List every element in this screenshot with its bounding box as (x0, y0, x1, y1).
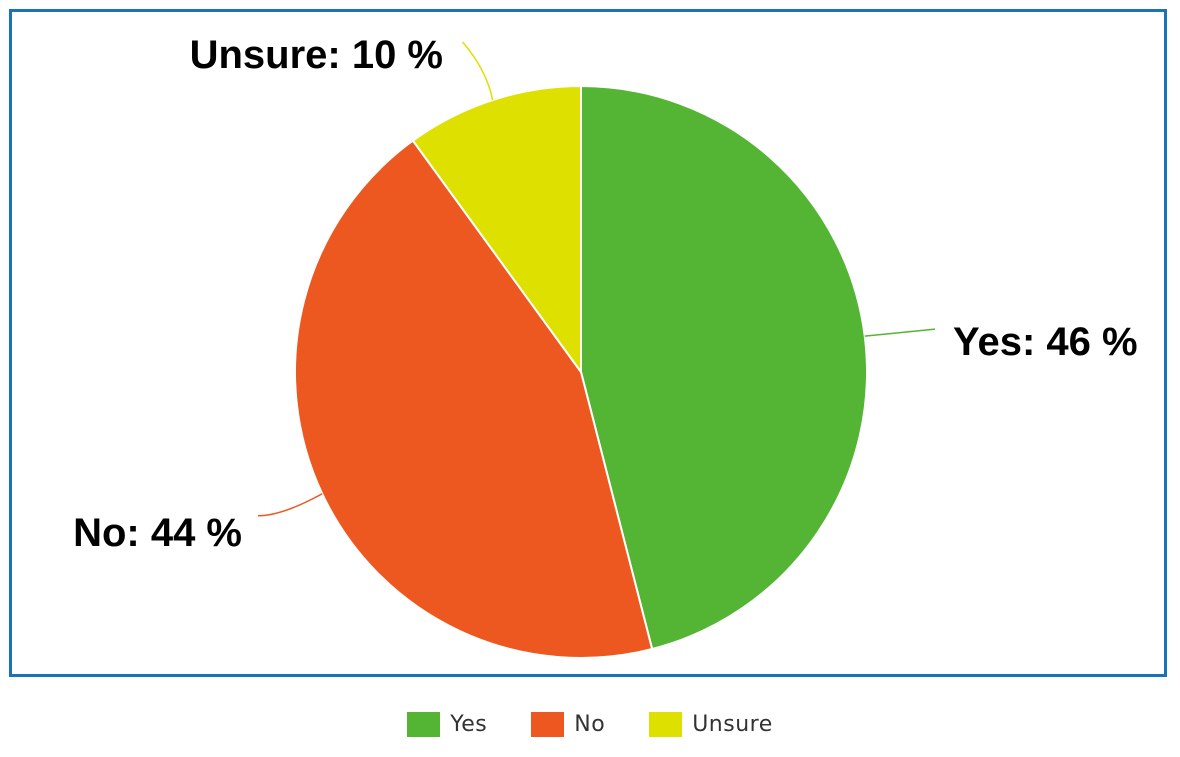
legend-item-yes[interactable]: Yes (407, 712, 487, 737)
legend: Yes No Unsure (0, 712, 1180, 737)
chart-frame (9, 9, 1167, 677)
legend-swatch-no (531, 712, 565, 737)
pie-slice-unsure[interactable] (411, 84, 582, 376)
leader-line-unsure (462, 41, 494, 101)
legend-swatch-unsure (649, 712, 683, 737)
leader-line-yes (864, 328, 936, 337)
legend-item-unsure[interactable]: Unsure (649, 712, 773, 737)
slice-labels: Yes: 46 % No: 44 % Unsure: 10 % (73, 33, 1138, 555)
legend-swatch-yes (407, 712, 441, 737)
data-label-yes: Yes: 46 % (953, 320, 1138, 364)
legend-label-unsure: Unsure (692, 712, 773, 737)
leader-line-no (257, 493, 323, 517)
legend-item-no[interactable]: No (531, 712, 605, 737)
leader-lines (257, 41, 936, 517)
legend-label-yes: Yes (450, 712, 488, 737)
pie-slices (294, 84, 868, 659)
pie-slice-yes[interactable] (580, 84, 868, 651)
data-label-unsure: Unsure: 10 % (190, 33, 443, 77)
data-label-no: No: 44 % (73, 511, 242, 555)
legend-label-no: No (574, 712, 606, 737)
pie-slice-no[interactable] (294, 139, 654, 659)
